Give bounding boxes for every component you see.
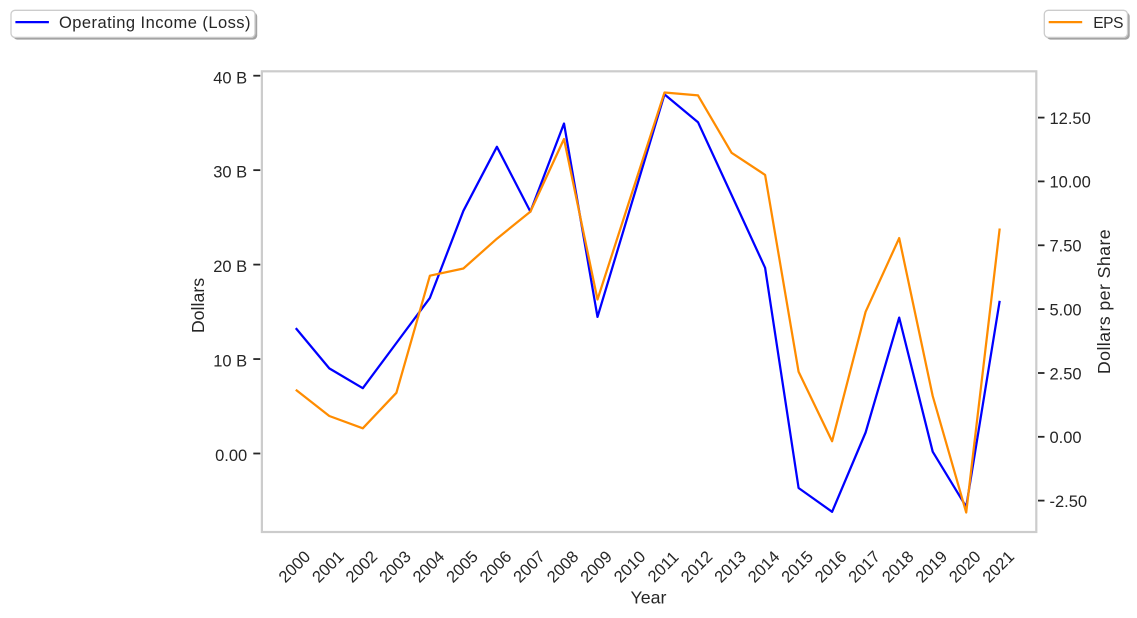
svg-text:20 B: 20 B (213, 258, 247, 276)
svg-text:Year: Year (631, 588, 667, 608)
svg-text:5.00: 5.00 (1050, 301, 1082, 319)
svg-text:EPS: EPS (1093, 15, 1123, 32)
svg-text:Dollars per Share: Dollars per Share (1094, 229, 1114, 374)
svg-text:Operating Income (Loss): Operating Income (Loss) (59, 14, 251, 32)
svg-text:-2.50: -2.50 (1050, 493, 1088, 511)
svg-text:30 B: 30 B (213, 164, 247, 182)
svg-text:10 B: 10 B (213, 353, 247, 371)
svg-text:40 B: 40 B (213, 69, 247, 87)
svg-text:10.00: 10.00 (1050, 174, 1091, 192)
svg-text:2.50: 2.50 (1050, 365, 1082, 383)
svg-text:0.00: 0.00 (1050, 429, 1082, 447)
svg-text:7.50: 7.50 (1050, 238, 1082, 256)
svg-text:0.00: 0.00 (215, 447, 247, 465)
svg-text:12.50: 12.50 (1050, 110, 1091, 128)
svg-text:Dollars: Dollars (188, 278, 208, 333)
